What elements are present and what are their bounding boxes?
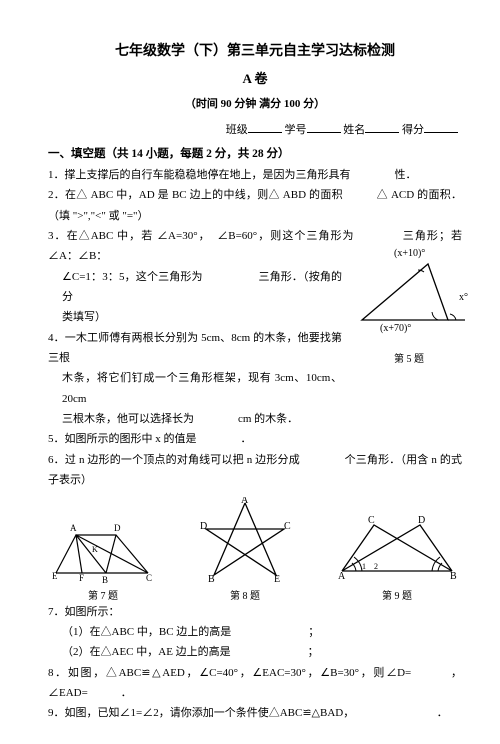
figure-q5: (x+10)° x° (x+70)° 第 5 题 [350, 250, 468, 365]
q1: 1．撑上支撑后的自行车能稳稳地停在地上，是因为三角形具有 性． [48, 165, 462, 185]
svg-text:K: K [92, 545, 98, 554]
svg-text:F: F [79, 573, 84, 583]
svg-text:D: D [114, 523, 121, 533]
fig5-caption: 第 5 题 [350, 350, 468, 365]
figure-q7: E F B C A D K 第 7 题 [48, 515, 158, 602]
q2: 2．在△ ABC 中，AD 是 BC 边上的中线，则△ ABD 的面积 △ AC… [48, 185, 462, 226]
svg-text:2: 2 [374, 562, 378, 571]
svg-text:B: B [208, 574, 215, 585]
q7-line1: 7．如图所示： [48, 602, 462, 622]
figures-row: E F B C A D K 第 7 题 D C A B E 第 8 题 [48, 497, 462, 602]
fig5-top-label: (x+10)° [394, 248, 425, 259]
svg-text:D: D [200, 521, 207, 532]
svg-text:C: C [284, 521, 291, 532]
svg-text:E: E [274, 574, 280, 585]
page-subtitle: A 卷 [48, 68, 462, 87]
fig5-bottom-label: (x+70)° [380, 323, 411, 334]
timing-line: （时间 90 分钟 满分 100 分） [48, 95, 462, 111]
svg-text:E: E [52, 571, 58, 581]
page-title: 七年级数学（下）第三单元自主学习达标检测 [48, 40, 462, 60]
figure-q9: A B C D 1 2 第 9 题 [332, 513, 462, 602]
svg-text:C: C [368, 515, 375, 526]
fig7-caption: 第 7 题 [48, 587, 158, 602]
svg-text:B: B [450, 571, 457, 582]
q6: 6．过 n 边形的一个顶点的对角线可以把 n 边形分成 个三角形．（用含 n 的… [48, 450, 462, 491]
section1-heading: 一、填空题（共 14 小题，每题 2 分，共 28 分） [48, 145, 462, 161]
svg-text:A: A [70, 523, 77, 533]
svg-text:B: B [102, 575, 108, 585]
q7-line2: （1）在△ABC 中，BC 边上的高是 ； [48, 622, 462, 642]
blank-name [365, 122, 399, 133]
q4-line3: 三根木条，他可以选择长为 cm 的木条． [48, 409, 462, 429]
q8-text: 8．如图，△ABC≌△AED，∠C=40°，∠EAC=30°，∠B=30°，则∠… [48, 663, 462, 704]
q7-line3: （2）在△AEC 中，AE 边上的高是 ； [48, 642, 462, 662]
svg-text:C: C [146, 573, 152, 583]
svg-text:A: A [338, 571, 346, 582]
svg-text:D: D [418, 515, 425, 526]
blank-score [424, 122, 458, 133]
label-class: 班级 [226, 124, 248, 136]
id-line: 班级 学号 姓名 得分 [48, 121, 462, 137]
blank-no [307, 122, 341, 133]
figure-q8: D C A B E 第 8 题 [190, 497, 300, 602]
fig9-caption: 第 9 题 [332, 587, 462, 602]
svg-text:1: 1 [362, 562, 366, 571]
q4-line2: 木条，将它们钉成一个三角形框架，现有 3cm、10cm、20cm [48, 368, 462, 409]
svg-text:A: A [241, 497, 249, 506]
blank-class [248, 122, 282, 133]
fig8-caption: 第 8 题 [190, 587, 300, 602]
q9-text: 9．如图，已知∠1=∠2，请你添加一个条件使△ABC≌△BAD， ． [48, 703, 462, 723]
label-score: 得分 [402, 124, 424, 136]
label-name: 姓名 [343, 124, 365, 136]
fig5-right-label: x° [459, 292, 468, 303]
label-no: 学号 [285, 124, 307, 136]
q5: 5．如图所示的图形中 x 的值是 ． [48, 429, 462, 449]
